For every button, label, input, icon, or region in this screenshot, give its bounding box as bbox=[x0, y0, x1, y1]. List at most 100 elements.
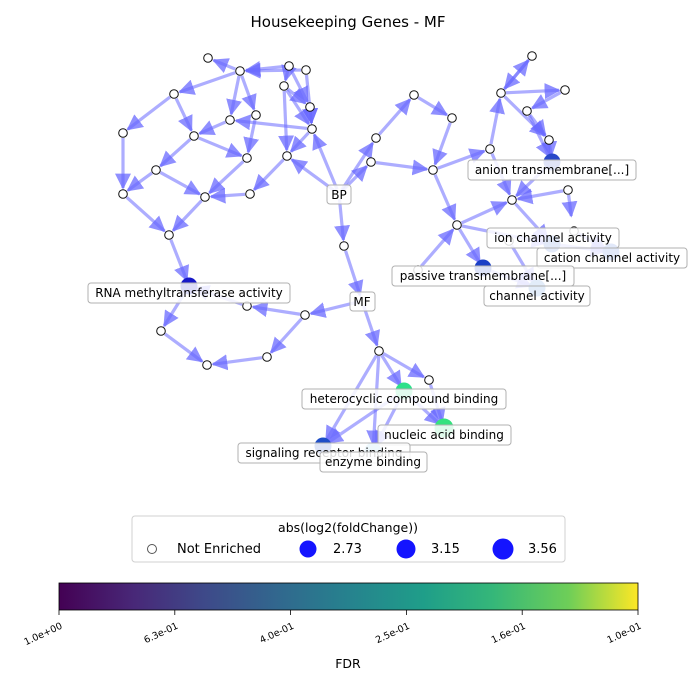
edge-t1-t2 bbox=[417, 96, 449, 117]
legend-frame bbox=[131, 515, 566, 563]
edge-n21-n20 bbox=[251, 301, 301, 318]
label-cation-channel-activity: cation channel activity bbox=[536, 247, 688, 269]
node-n22 bbox=[156, 326, 166, 336]
label-ion-channel-activity: ion channel activity bbox=[486, 227, 620, 249]
node-t10 bbox=[563, 185, 573, 195]
colorbar-tick-label: 2.5e-01 bbox=[374, 621, 412, 646]
edge-n22-n24 bbox=[164, 332, 204, 363]
edge-t12-e4 bbox=[458, 228, 482, 265]
label-nucleic-acid-binding: nucleic acid binding bbox=[377, 424, 512, 446]
edge-t3-t4 bbox=[437, 148, 486, 170]
edge-n4-n10 bbox=[301, 74, 318, 125]
node-n19 bbox=[164, 230, 174, 240]
node-n11 bbox=[118, 128, 128, 138]
node-n2 bbox=[235, 66, 245, 76]
edge-t7-t8 bbox=[530, 91, 562, 110]
edge-n17-n19 bbox=[171, 199, 203, 232]
edge-n6-n13 bbox=[278, 90, 295, 152]
label-bp-text: BP bbox=[331, 188, 346, 202]
legend-marker-small bbox=[299, 540, 317, 558]
chart-title: Housekeeping Genes - MF bbox=[250, 13, 445, 31]
legend-label-not-enriched: Not Enriched bbox=[177, 542, 261, 557]
label-enzyme-binding-text: enzyme binding bbox=[325, 455, 421, 469]
edge-mf-n21 bbox=[309, 300, 358, 318]
legend-marker-medium bbox=[396, 539, 416, 559]
node-t9 bbox=[544, 135, 554, 145]
colorbar-tick-label: 4.0e-01 bbox=[258, 621, 296, 646]
label-passive-transmembrane-text: passive transmembrane[...] bbox=[400, 269, 566, 283]
node-n1 bbox=[203, 53, 213, 63]
edge-t15-t12 bbox=[420, 228, 455, 268]
edge-t5-t6 bbox=[503, 58, 531, 90]
edge-n2-n9 bbox=[226, 75, 242, 116]
edge-t10-t11 bbox=[516, 188, 564, 205]
label-rna-methyltransferase: RNA methyltransferase activity bbox=[87, 282, 291, 304]
edge-t8-e1 bbox=[527, 114, 551, 159]
edge-mf-b1 bbox=[362, 305, 381, 347]
node-n24 bbox=[202, 360, 212, 370]
edge-t6-t9 bbox=[503, 95, 546, 137]
label-passive-transmembrane: passive transmembrane[...] bbox=[391, 265, 575, 287]
edge-n8-n14 bbox=[243, 119, 260, 154]
edge-n9-n12 bbox=[198, 120, 227, 136]
legend-marker-large bbox=[492, 538, 514, 560]
legend-label-large: 3.56 bbox=[528, 542, 557, 557]
edge-n3-n7 bbox=[289, 69, 309, 104]
label-mf: MF bbox=[349, 291, 376, 312]
edge-n5-n11 bbox=[126, 95, 172, 131]
node-m2 bbox=[371, 133, 381, 143]
edge-n15-n17 bbox=[159, 171, 202, 196]
label-enzyme-binding: enzyme binding bbox=[319, 451, 428, 473]
node-n12 bbox=[189, 131, 199, 141]
node-n10 bbox=[307, 124, 317, 134]
node-n8 bbox=[251, 110, 261, 120]
node-t5 bbox=[527, 51, 537, 61]
node-m1 bbox=[339, 241, 349, 251]
edge-m3-t3 bbox=[375, 159, 429, 176]
colorbar-tick-label: 1.0e-01 bbox=[606, 621, 644, 646]
edge-t12-t11 bbox=[460, 201, 508, 225]
label-mf-text: MF bbox=[353, 295, 370, 309]
label-rna-methyltransferase-text: RNA methyltransferase activity bbox=[95, 286, 283, 300]
label-channel-activity-text: channel activity bbox=[489, 289, 585, 303]
node-b1 bbox=[374, 346, 384, 356]
edge-n10-n9 bbox=[234, 114, 308, 131]
edge-t10-t10b bbox=[561, 194, 578, 218]
label-anion-transmembrane-text: anion transmembrane[...] bbox=[475, 163, 629, 177]
node-t1 bbox=[409, 90, 419, 100]
node-n15 bbox=[151, 165, 161, 175]
colorbar-tick-label: 6.3e-01 bbox=[142, 621, 180, 646]
node-b2 bbox=[424, 375, 434, 385]
legend-label-small: 2.73 bbox=[333, 542, 362, 557]
edge-n5-n12 bbox=[174, 97, 193, 133]
legend-title: abs(log2(foldChange)) bbox=[278, 520, 418, 535]
node-n9 bbox=[225, 115, 235, 125]
colorbar-tick-label: 1.0e+00 bbox=[22, 621, 64, 648]
node-t8 bbox=[522, 106, 532, 116]
edge-n12-n14 bbox=[198, 136, 243, 158]
colorbar-gradient bbox=[58, 582, 639, 611]
label-bp: BP bbox=[326, 184, 352, 205]
node-t7 bbox=[560, 85, 570, 95]
edge-t6-t7 bbox=[505, 82, 561, 99]
node-n23 bbox=[262, 352, 272, 362]
node-t4 bbox=[485, 144, 495, 154]
edge-bp-n10 bbox=[312, 133, 339, 190]
edge-n10-n13 bbox=[289, 131, 310, 153]
label-heterocyclic-compound-binding-text: heterocyclic compound binding bbox=[310, 392, 498, 406]
node-n13 bbox=[282, 151, 292, 161]
edge-n2-n1 bbox=[212, 58, 236, 74]
node-n4 bbox=[301, 65, 311, 75]
node-n18 bbox=[245, 189, 255, 199]
colorbar-tick-label: 1.6e-01 bbox=[490, 621, 528, 646]
edge-b1-e6 bbox=[380, 354, 403, 388]
node-n17 bbox=[200, 192, 210, 202]
network-edges bbox=[115, 58, 608, 448]
edge-b1-b2 bbox=[382, 352, 426, 379]
edge-m2-t1 bbox=[378, 98, 412, 136]
label-channel-activity: channel activity bbox=[483, 285, 591, 307]
edge-n12-n15 bbox=[159, 138, 192, 168]
node-n6 bbox=[279, 81, 289, 91]
node-n5 bbox=[169, 89, 179, 99]
